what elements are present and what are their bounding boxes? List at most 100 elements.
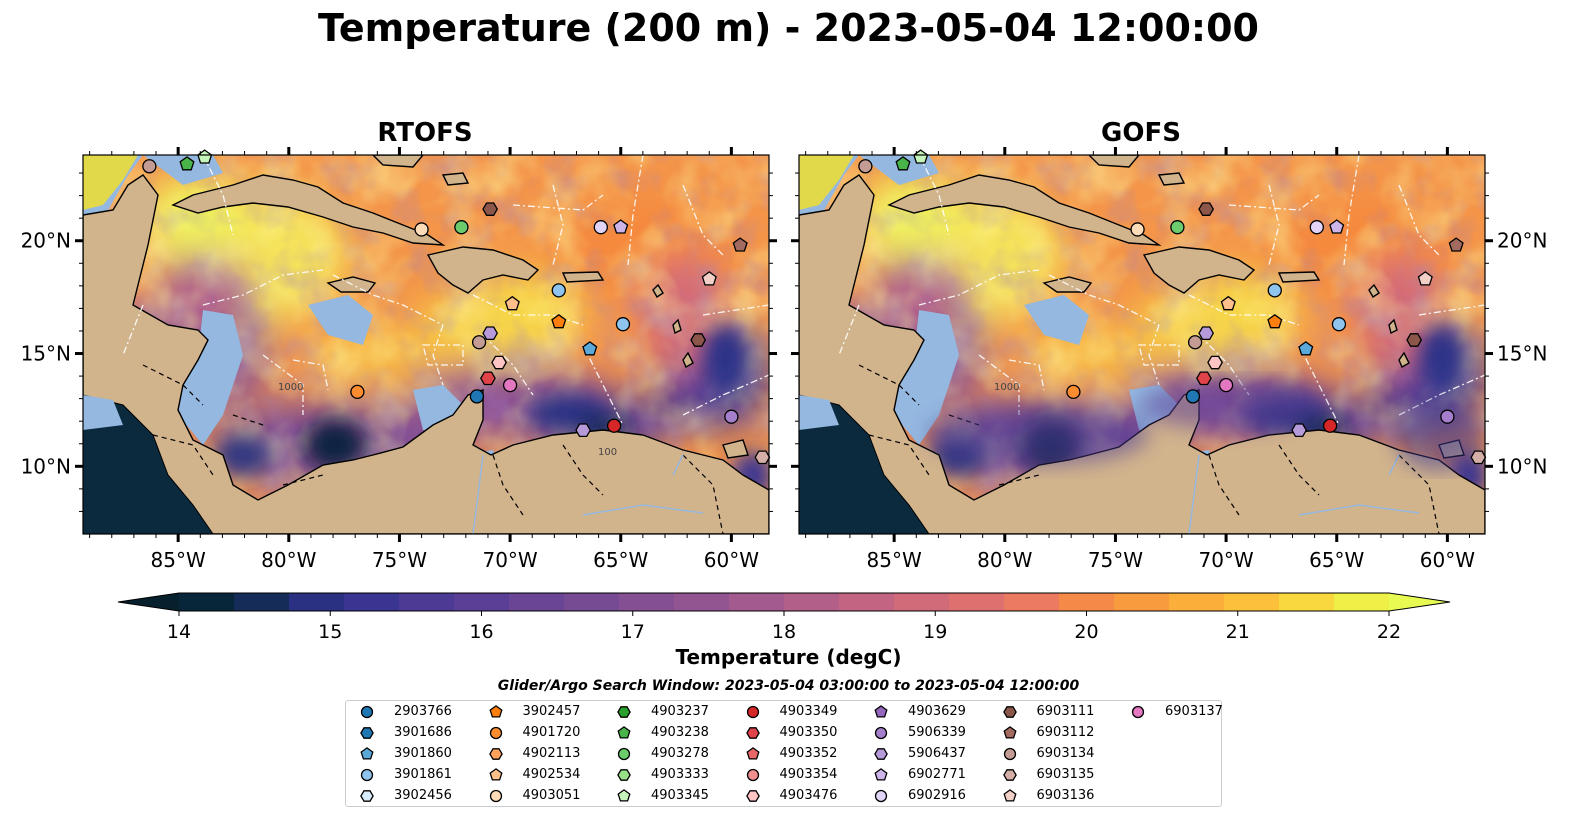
float-marker-4903350 — [480, 371, 496, 386]
colorbar-segment — [839, 593, 895, 611]
legend-label: 3901686 — [394, 725, 452, 740]
float-marker-6903111 — [1406, 333, 1423, 347]
float-marker-5906437 — [1291, 423, 1308, 438]
colorbar-segment — [454, 593, 510, 611]
float-marker-6903134 — [858, 159, 873, 174]
float-marker-3902457 — [1267, 313, 1283, 329]
float-marker-4903278 — [454, 220, 469, 235]
legend-marker-4903349 — [746, 705, 759, 719]
panel-title-gofs: GOFS — [1101, 118, 1181, 148]
float-marker-4901720 — [350, 384, 365, 400]
legend-label: 3901860 — [394, 746, 452, 761]
legend-label: 6903134 — [1036, 746, 1095, 761]
float-marker-6903135 — [1470, 450, 1487, 465]
legend-marker-4903238 — [617, 726, 631, 739]
lon-tick-label: 75°W — [1088, 548, 1143, 572]
legend-label: 4903476 — [779, 788, 838, 803]
float-marker-6902916 — [593, 220, 608, 235]
legend-label: 4903345 — [651, 788, 709, 803]
lon-tick-label: 80°W — [261, 548, 316, 572]
colorbar-extend-under — [118, 593, 179, 611]
legend-label: 3901861 — [394, 767, 452, 782]
float-marker-3901860 — [1298, 341, 1314, 356]
float-marker-6902771 — [1329, 219, 1345, 234]
colorbar-segment — [289, 593, 345, 611]
float-marker-4903345 — [913, 149, 929, 164]
contour-label: 1000 — [278, 382, 303, 393]
float-legend: 2903766 3901686 3901860 3901861 3902456 39024… — [345, 700, 1223, 807]
lon-tick-label: 60°W — [1420, 548, 1475, 572]
figure-title: Temperature (200 m) - 2023-05-04 12:00:0… — [317, 6, 1259, 50]
colorbar-tick-label: 19 — [923, 621, 947, 643]
float-marker-5906437 — [1198, 326, 1215, 341]
legend-label: 4903238 — [651, 725, 709, 740]
lon-tick-label: 70°W — [1198, 548, 1253, 572]
colorbar-tick-label: 15 — [318, 621, 342, 643]
legend-marker-3901860 — [360, 747, 374, 760]
legend-label: 6903135 — [1036, 767, 1095, 782]
float-marker-6903134 — [471, 335, 487, 350]
float-marker-4902534 — [1220, 295, 1236, 311]
legend-marker-6902771 — [874, 768, 888, 781]
float-marker-6903136 — [1417, 271, 1433, 286]
float-marker-3901861 — [1267, 283, 1282, 298]
colorbar-segment — [179, 593, 235, 611]
legend-marker-5906339 — [874, 726, 888, 740]
colorbar-label: Temperature (degC) — [675, 645, 902, 669]
float-marker-4903278 — [1170, 220, 1185, 235]
lat-tick-label: 15°N — [1497, 342, 1547, 366]
search-window-title: Glider/Argo Search Window: 2023-05-04 03… — [497, 678, 1080, 694]
legend-label: 6902771 — [908, 767, 966, 782]
legend-label: 3902456 — [394, 788, 452, 803]
colorbar-tick-label: 21 — [1226, 621, 1250, 643]
legend-label: 6903136 — [1036, 788, 1095, 803]
float-marker-6903134 — [1187, 335, 1203, 350]
float-marker-4903238 — [895, 156, 911, 171]
legend-marker-6903134 — [1003, 747, 1016, 761]
legend-marker-4903345 — [617, 789, 631, 802]
colorbar-tick-label: 20 — [1074, 621, 1098, 643]
lat-tick-label: 10°N — [21, 454, 71, 478]
float-marker-5906339 — [1440, 409, 1455, 424]
lat-tick-label: 15°N — [21, 342, 71, 366]
legend-label: 4901720 — [522, 725, 581, 740]
float-marker-5906437 — [575, 423, 592, 438]
float-marker-4903350 — [1196, 371, 1212, 386]
legend-marker-4902113 — [488, 748, 503, 760]
map-axes: 85°W 80°W 75°W 70°W 65°W 60°W 20°N 15°N 10°N 85°W… — [21, 147, 1547, 572]
float-marker-4901720 — [1066, 384, 1081, 400]
legend-marker-4902534 — [488, 768, 503, 781]
legend-label: 4903333 — [651, 767, 709, 782]
map-panel-rtofs: 1000 100 — [82, 149, 771, 535]
legend-marker-6903135 — [1002, 769, 1017, 781]
legend-marker-6903112 — [1002, 726, 1017, 739]
float-marker-4903051 — [414, 222, 429, 237]
legend-marker-4903333 — [617, 769, 631, 781]
colorbar-segment — [1224, 593, 1280, 611]
lat-tick-label: 10°N — [1497, 454, 1547, 478]
legend-label: 4903051 — [522, 788, 581, 803]
legend-label: 4903278 — [651, 746, 709, 761]
colorbar-tick-label: 18 — [772, 621, 796, 643]
legend-marker-3902456 — [360, 790, 374, 802]
float-marker-6903134 — [142, 159, 157, 174]
lon-tick-label: 80°W — [977, 548, 1032, 572]
legend-label: 3902457 — [522, 704, 581, 719]
legend-label: 4903352 — [779, 746, 838, 761]
legend-marker-5906437 — [874, 748, 888, 760]
float-marker-4903345 — [197, 149, 213, 164]
legend-marker-4903354 — [746, 768, 759, 782]
float-markers-gofs — [858, 149, 1487, 465]
float-marker-6903136 — [701, 271, 717, 286]
float-marker-4903476 — [491, 355, 507, 370]
contour-label: 1000 — [994, 382, 1019, 393]
float-markers-rtofs — [142, 149, 771, 465]
colorbar-tick-label: 14 — [167, 621, 191, 643]
colorbar-segment — [894, 593, 950, 611]
lon-tick-label: 85°W — [867, 548, 922, 572]
float-marker-2903766 — [1185, 389, 1201, 404]
legend-marker-6902916 — [874, 789, 888, 803]
colorbar-segment — [564, 593, 620, 611]
colorbar-segment — [234, 593, 290, 611]
legend-label: 6903137 — [1165, 704, 1223, 719]
